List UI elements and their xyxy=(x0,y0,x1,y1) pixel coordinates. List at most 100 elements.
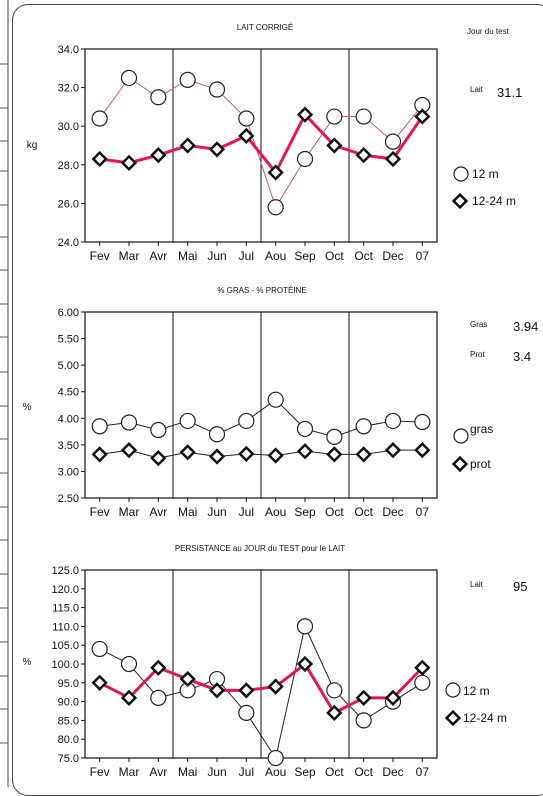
y-axis-label: % xyxy=(23,402,32,413)
y-tick-label: 120.0 xyxy=(51,584,79,596)
data-point-diamond xyxy=(150,450,167,467)
data-point-circle xyxy=(208,81,226,98)
x-tick-label: Mar xyxy=(119,505,140,519)
legend-entry: 12-24 m xyxy=(463,711,507,725)
data-point-circle xyxy=(326,682,343,699)
x-tick-label: 07 xyxy=(416,249,430,263)
y-tick-label: 4.00 xyxy=(58,413,79,425)
side-value-lait: 31.1 xyxy=(497,85,522,100)
x-tick-label: Oct xyxy=(354,249,373,263)
y-tick-label: 80.0 xyxy=(58,734,79,746)
legend: 12 m 12-24 m xyxy=(451,166,516,210)
chart-title: LAIT CORRIGÉ xyxy=(237,23,293,32)
data-point-circle xyxy=(414,674,431,691)
legend-entry: 12 m xyxy=(463,684,490,698)
left-table-strip xyxy=(0,0,9,787)
legend: 12 m 12-24 m xyxy=(444,682,507,727)
side-label-gras: Gras xyxy=(470,320,487,329)
data-point-diamond xyxy=(179,444,196,461)
y-tick-label: 24.0 xyxy=(58,237,79,249)
legend-diamond-marker xyxy=(451,455,469,473)
data-point-diamond xyxy=(384,150,402,168)
data-point-circle xyxy=(91,418,108,435)
data-point-circle xyxy=(267,391,284,408)
y-tick-label: 5.00 xyxy=(58,360,79,372)
data-point-circle xyxy=(238,110,255,127)
x-tick-label: Mai xyxy=(178,765,197,779)
chart-title: % GRAS - % PROTÉINE xyxy=(217,286,306,295)
side-label-prot: Prot xyxy=(470,350,485,359)
data-point-diamond xyxy=(179,670,196,688)
side-value-prot: 3.4 xyxy=(513,349,531,364)
legend-diamond-marker xyxy=(444,709,462,727)
x-tick-label: Fev xyxy=(90,249,110,263)
y-tick-label: 110.0 xyxy=(52,621,79,633)
data-point-circle xyxy=(120,655,138,673)
data-point-diamond xyxy=(384,442,402,459)
data-point-circle xyxy=(150,421,167,439)
x-tick-label: Oct xyxy=(354,505,373,519)
data-point-circle xyxy=(150,89,167,106)
data-point-diamond xyxy=(208,141,226,158)
x-tick-label: 07 xyxy=(416,765,430,779)
data-point-circle xyxy=(179,412,196,430)
data-point-circle xyxy=(384,133,402,150)
y-tick-label: 34.0 xyxy=(58,44,79,56)
x-tick-label: Oct xyxy=(325,249,344,263)
legend-circle-marker xyxy=(453,428,469,444)
y-tick-label: 4.50 xyxy=(58,387,79,399)
legend-entry: gras xyxy=(470,422,493,436)
data-point-diamond xyxy=(296,655,314,673)
y-tick-label: 105.0 xyxy=(51,640,79,652)
legend: gras prot xyxy=(451,422,493,473)
data-point-diamond xyxy=(91,674,108,691)
side-header: Jour du test xyxy=(467,27,510,36)
data-point-diamond xyxy=(414,108,431,125)
data-point-diamond xyxy=(150,659,167,676)
x-tick-label: Jul xyxy=(239,505,254,519)
x-tick-label: 07 xyxy=(416,505,430,519)
data-point-circle xyxy=(267,199,284,216)
data-point-circle xyxy=(296,420,314,438)
legend-circle-marker xyxy=(445,682,461,698)
y-tick-label: 85.0 xyxy=(58,715,79,727)
data-point-circle xyxy=(120,69,138,87)
data-point-diamond xyxy=(355,147,372,164)
y-tick-label: 3.00 xyxy=(58,466,79,478)
side-label-lait: Lait xyxy=(470,580,484,589)
x-tick-label: Jul xyxy=(239,249,254,263)
y-tick-label: 95.0 xyxy=(58,678,79,690)
data-point-circle xyxy=(414,413,431,431)
data-point-circle xyxy=(91,640,108,658)
y-tick-label: 2.50 xyxy=(58,493,79,505)
data-point-diamond xyxy=(355,689,372,706)
side-value-lait: 95 xyxy=(513,579,527,594)
x-tick-label: Fev xyxy=(90,765,110,779)
data-point-circle xyxy=(326,108,343,125)
data-point-circle xyxy=(296,150,314,168)
data-point-circle xyxy=(150,689,167,706)
data-point-circle xyxy=(355,712,372,729)
data-point-circle xyxy=(238,412,255,430)
data-point-diamond xyxy=(384,689,402,706)
y-tick-label: 100.0 xyxy=(51,659,79,671)
chart-gras-proteine: % GRAS - % PROTÉINE % 2.50 3.00 3.50 4.00 4.… xyxy=(23,286,539,519)
data-point-circle xyxy=(296,618,314,635)
x-tick-label: Mai xyxy=(178,249,197,263)
y-tick-label: 125.0 xyxy=(51,565,79,577)
x-tick-label: Oct xyxy=(325,765,344,779)
data-point-diamond xyxy=(238,682,255,699)
y-tick-label: 75.0 xyxy=(58,753,79,765)
side-value-gras: 3.94 xyxy=(513,319,538,334)
y-tick-label: 32.0 xyxy=(58,83,79,95)
x-tick-label: Mar xyxy=(119,249,140,263)
x-tick-label: Sep xyxy=(294,249,316,263)
x-tick-label: Sep xyxy=(294,505,316,519)
y-tick-label: 3.50 xyxy=(58,440,79,452)
x-tick-label: Fev xyxy=(90,505,110,519)
x-tick-label: Aou xyxy=(265,249,286,263)
legend-diamond-marker xyxy=(451,192,469,210)
x-tick-label: Jun xyxy=(207,249,226,263)
x-tick-label: Mar xyxy=(119,765,140,779)
